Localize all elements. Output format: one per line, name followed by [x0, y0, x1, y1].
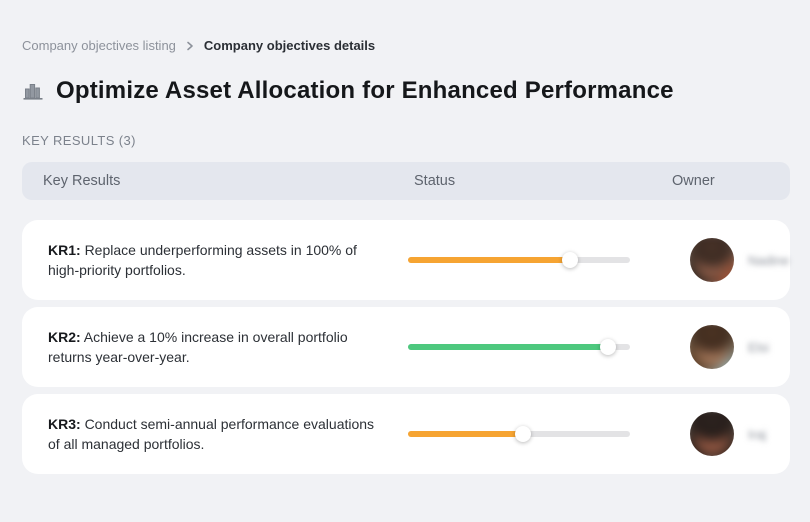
kr2-text: Achieve a 10% increase in overall portfo… — [48, 328, 348, 365]
table-row-kr1[interactable]: KR1: Replace underperforming assets in 1… — [22, 220, 790, 300]
kr1-status-cell — [408, 252, 666, 268]
avatar — [690, 325, 734, 369]
column-header-key-results: Key Results — [43, 173, 121, 189]
avatar — [690, 238, 734, 282]
owner-name: Elsi — [748, 339, 769, 355]
owner-name: Iraj — [748, 426, 767, 442]
column-header-status: Status — [414, 173, 456, 189]
breadcrumb-current-details: Company objectives details — [203, 38, 376, 53]
breadcrumb-link-listing[interactable]: Company objectives listing — [22, 38, 176, 53]
kr1-text: Replace underperforming assets in 100% o… — [48, 241, 357, 278]
kr1-owner-cell: Nadine — [666, 238, 790, 282]
table-header: Key Results Status Owner — [22, 162, 790, 200]
slider-thumb[interactable] — [562, 252, 579, 268]
kr3-text: Conduct semi-annual performance evaluati… — [48, 415, 375, 452]
kr2-description: KR2: Achieve a 10% increase in overall p… — [22, 327, 408, 368]
kr2-progress-slider[interactable] — [408, 339, 630, 355]
column-header-owner: Owner — [672, 173, 715, 189]
slider-thumb[interactable] — [515, 426, 532, 442]
kr3-status-cell — [408, 426, 666, 442]
kr1-progress-slider[interactable] — [408, 252, 630, 268]
page: Company objectives listing Company objec… — [22, 38, 790, 474]
chevron-right-icon — [185, 41, 195, 51]
table-row-kr3[interactable]: KR3: Conduct semi-annual performance eva… — [22, 394, 790, 474]
title-row: Optimize Asset Allocation for Enhanced P… — [22, 77, 790, 105]
section-label: KEY RESULTS (3) — [22, 133, 136, 148]
page-title: Optimize Asset Allocation for Enhanced P… — [56, 77, 674, 104]
slider-thumb[interactable] — [599, 339, 616, 355]
kr2-label: KR2: — [48, 328, 81, 345]
kr3-progress-slider[interactable] — [408, 426, 630, 442]
kr3-label: KR3: — [48, 415, 81, 432]
kr2-status-cell — [408, 339, 666, 355]
kr2-owner-cell: Elsi — [666, 325, 790, 369]
kr1-label: KR1: — [48, 241, 81, 258]
table-row-kr2[interactable]: KR2: Achieve a 10% increase in overall p… — [22, 307, 790, 387]
owner-name: Nadine — [748, 252, 790, 268]
kr1-description: KR1: Replace underperforming assets in 1… — [22, 240, 408, 281]
kr3-owner-cell: Iraj — [666, 412, 790, 456]
breadcrumb: Company objectives listing Company objec… — [22, 38, 790, 53]
key-results-list: KR1: Replace underperforming assets in 1… — [22, 220, 790, 474]
kr3-description: KR3: Conduct semi-annual performance eva… — [22, 414, 408, 455]
avatar — [690, 412, 734, 456]
buildings-icon — [22, 80, 44, 102]
